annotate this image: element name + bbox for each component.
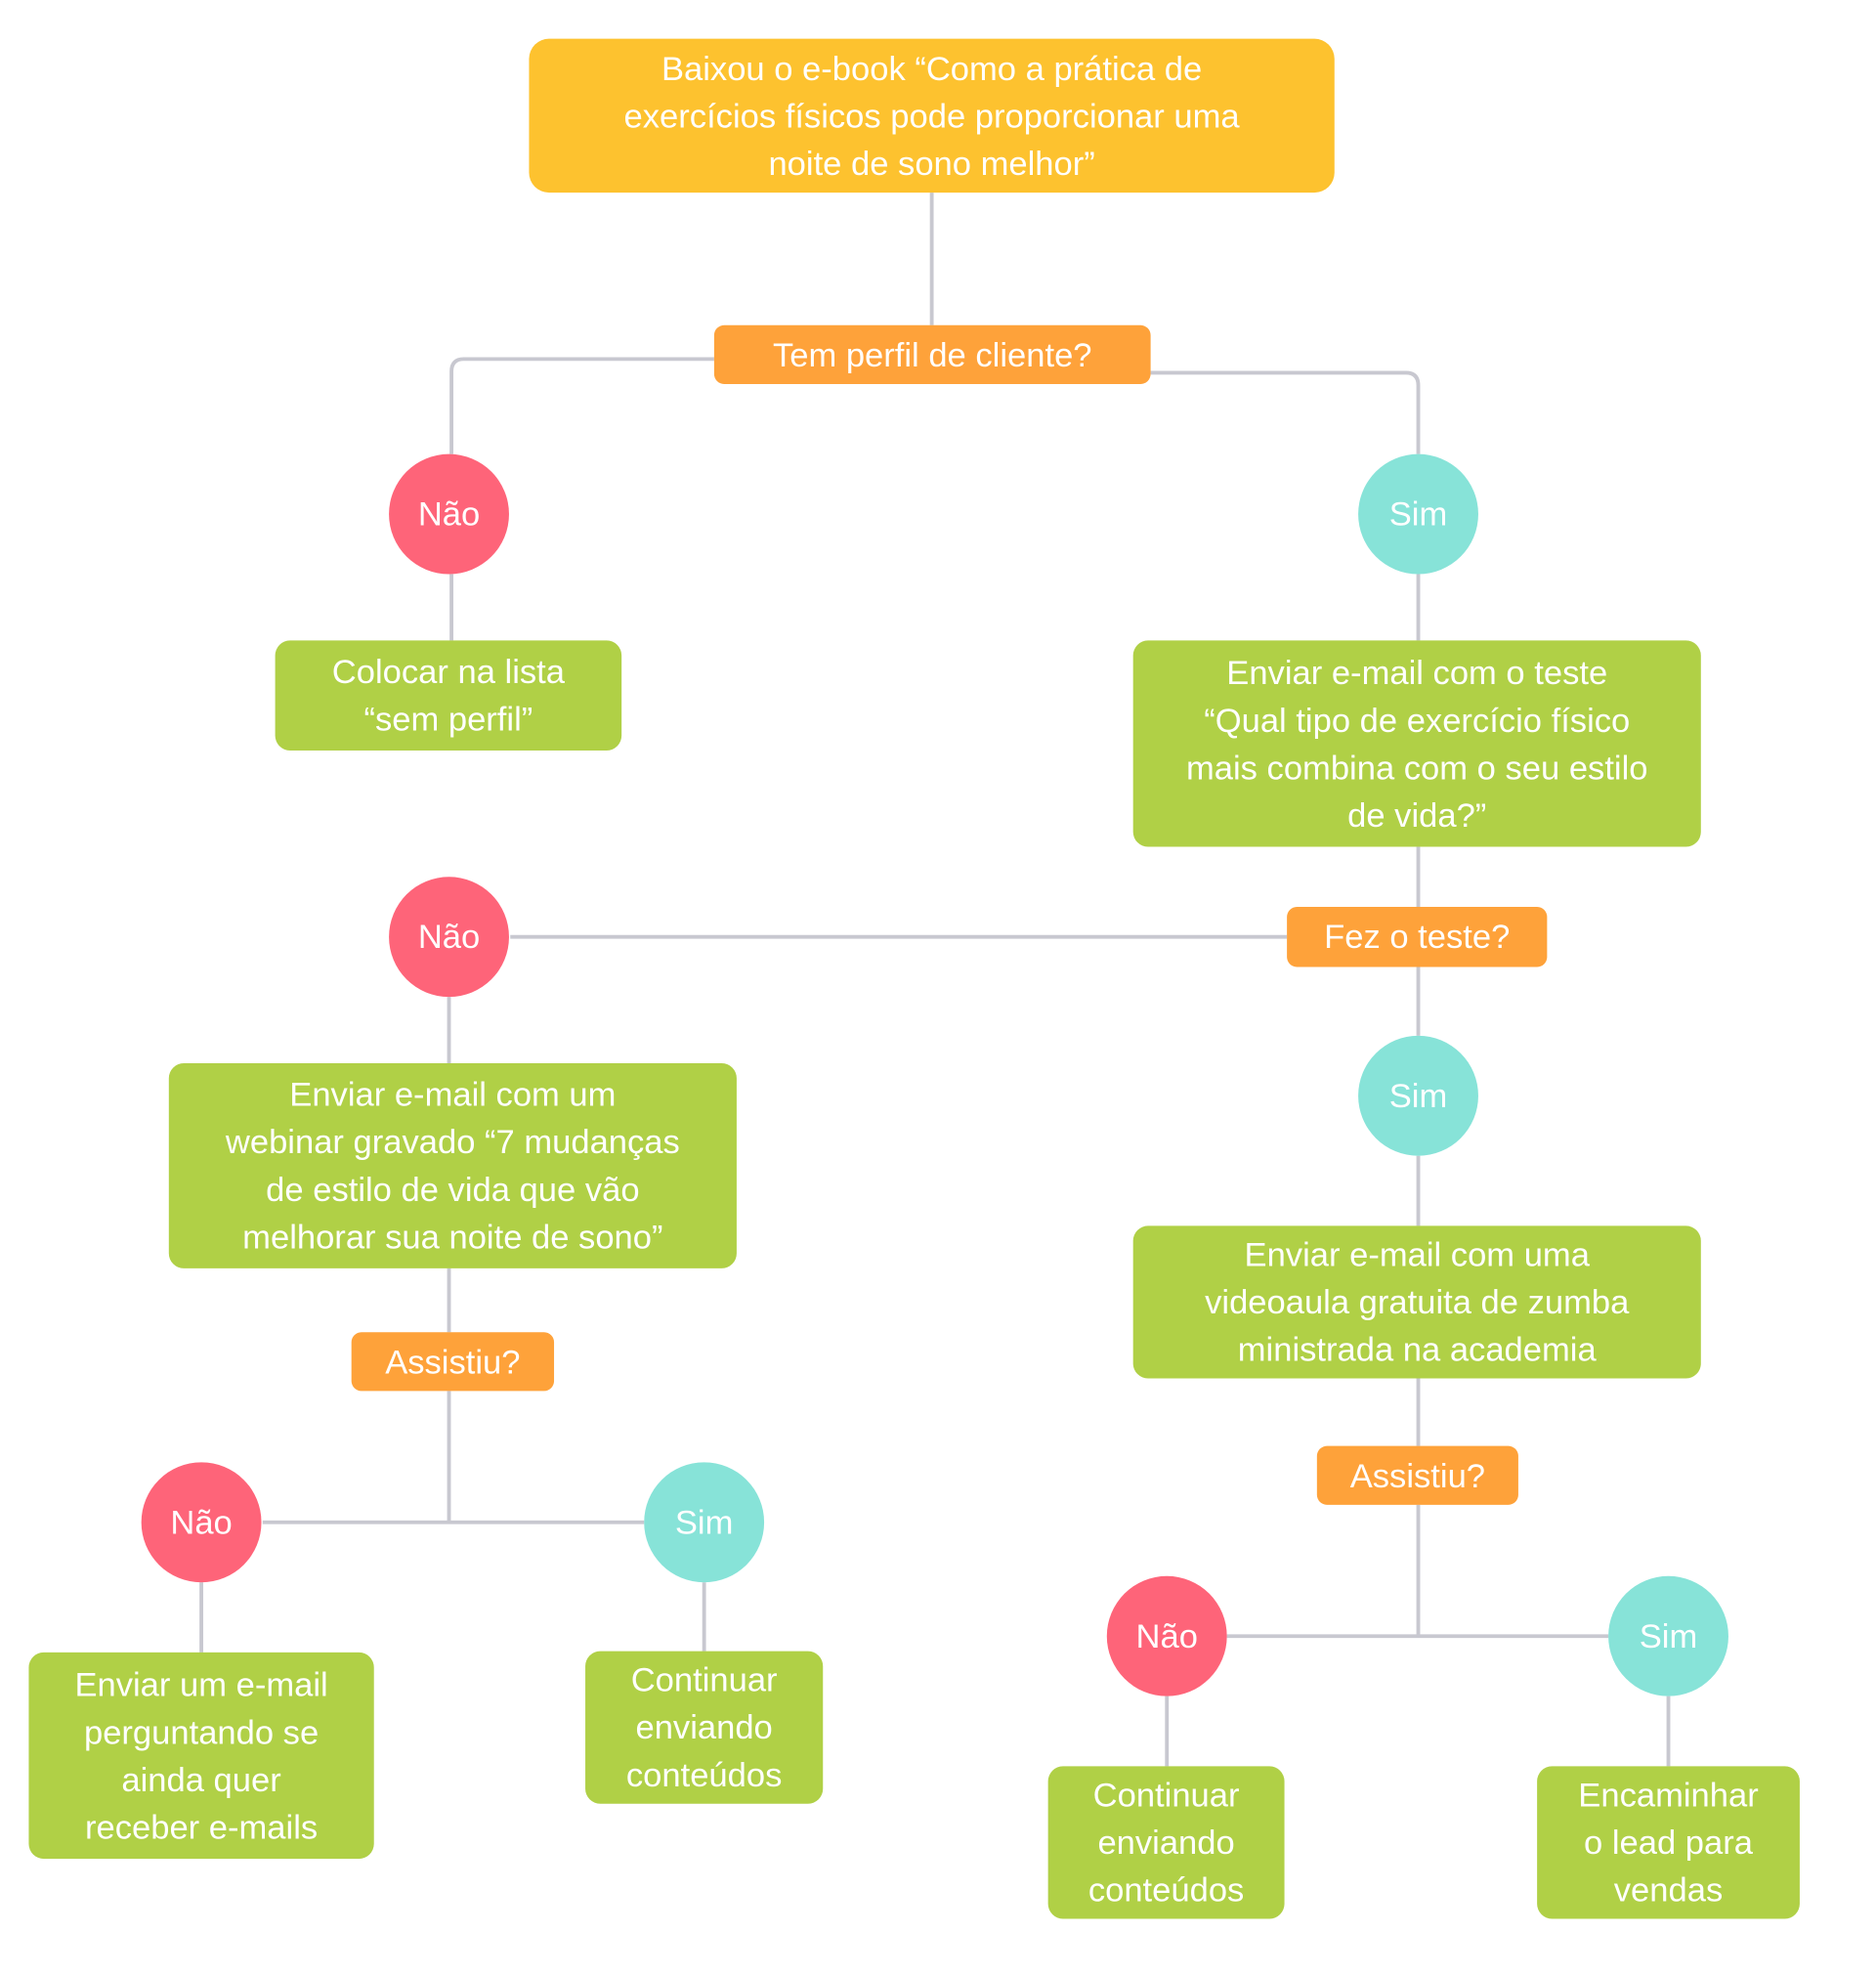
action-send-zumba: Enviar e-mail com uma videoaula gratuita…	[1132, 1225, 1701, 1379]
answer-yes: Sim	[1358, 453, 1478, 575]
action-continue-content: Continuar enviando conteúdos	[1047, 1766, 1285, 1919]
action-send-test-email: Enviar e-mail com o teste “Qual tipo de …	[1132, 640, 1701, 847]
action-forward-to-sales: Encaminhar o lead para vendas	[1537, 1766, 1800, 1919]
action-continue-content: Continuar enviando conteúdos	[585, 1651, 824, 1804]
question-profile: Tem perfil de cliente?	[713, 324, 1151, 384]
answer-yes: Sim	[1608, 1575, 1728, 1696]
question-watched: Assistiu?	[1316, 1445, 1518, 1505]
answer-yes: Sim	[1358, 1035, 1478, 1156]
answer-no: Não	[389, 453, 509, 575]
answer-no: Não	[389, 877, 509, 998]
answer-yes: Sim	[644, 1462, 765, 1583]
connector	[1226, 1504, 1609, 1639]
question-watched: Assistiu?	[351, 1332, 555, 1392]
action-send-webinar: Enviar e-mail com um webinar gravado “7 …	[168, 1063, 737, 1268]
start-node: Baixou o e-book “Como a prática de exerc…	[529, 38, 1335, 193]
connector	[449, 357, 714, 454]
question-did-test: Fez o teste?	[1287, 907, 1548, 967]
connector	[1150, 370, 1421, 454]
action-ask-email: Enviar um e-mail perguntando se ainda qu…	[28, 1652, 374, 1860]
action-no-profile-list: Colocar na lista “sem perfil”	[275, 640, 622, 751]
answer-no: Não	[1106, 1575, 1227, 1696]
answer-no: Não	[141, 1462, 262, 1583]
connector	[262, 1391, 645, 1524]
